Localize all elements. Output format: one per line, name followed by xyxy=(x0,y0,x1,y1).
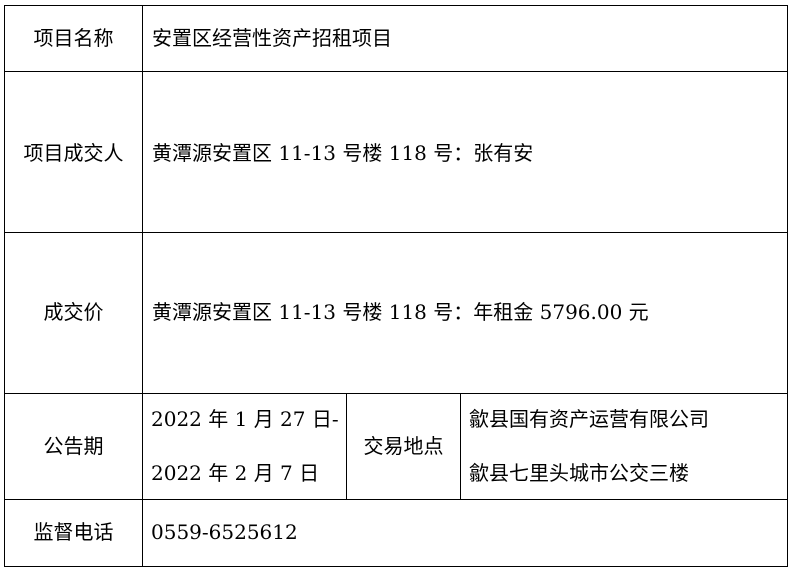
location-line2: 歙县七里头城市公交三楼 xyxy=(469,461,689,485)
winner-label: 项目成交人 xyxy=(23,141,124,165)
notice-period-end: 2022 年 2 月 7 日 xyxy=(151,461,320,485)
price-label: 成交价 xyxy=(43,300,104,324)
column-divider xyxy=(460,393,461,499)
notice-period-start: 2022 年 1 月 27 日- xyxy=(151,407,339,431)
location-label: 交易地点 xyxy=(363,434,444,458)
hotline-value: 0559-6525612 xyxy=(151,520,298,544)
price-value: 黄潭源安置区 11-13 号楼 118 号：年租金 5796.00 元 xyxy=(152,300,649,324)
row-divider xyxy=(4,232,788,233)
column-divider xyxy=(142,5,143,567)
hotline-label: 监督电话 xyxy=(33,520,114,544)
winner-value: 黄潭源安置区 11-13 号楼 118 号：张有安 xyxy=(152,141,534,165)
row-divider xyxy=(4,393,788,394)
project-name-value: 安置区经营性资产招租项目 xyxy=(152,26,392,50)
column-divider xyxy=(346,393,347,499)
project-name-label: 项目名称 xyxy=(33,26,114,50)
table-border-bottom xyxy=(4,566,788,567)
row-divider xyxy=(4,499,788,500)
table-border-left xyxy=(4,5,5,567)
row-divider xyxy=(4,71,788,72)
notice-period-label: 公告期 xyxy=(43,434,104,458)
table-border-right xyxy=(787,5,788,567)
table-border-top xyxy=(4,5,788,6)
location-line1: 歙县国有资产运营有限公司 xyxy=(469,407,709,431)
